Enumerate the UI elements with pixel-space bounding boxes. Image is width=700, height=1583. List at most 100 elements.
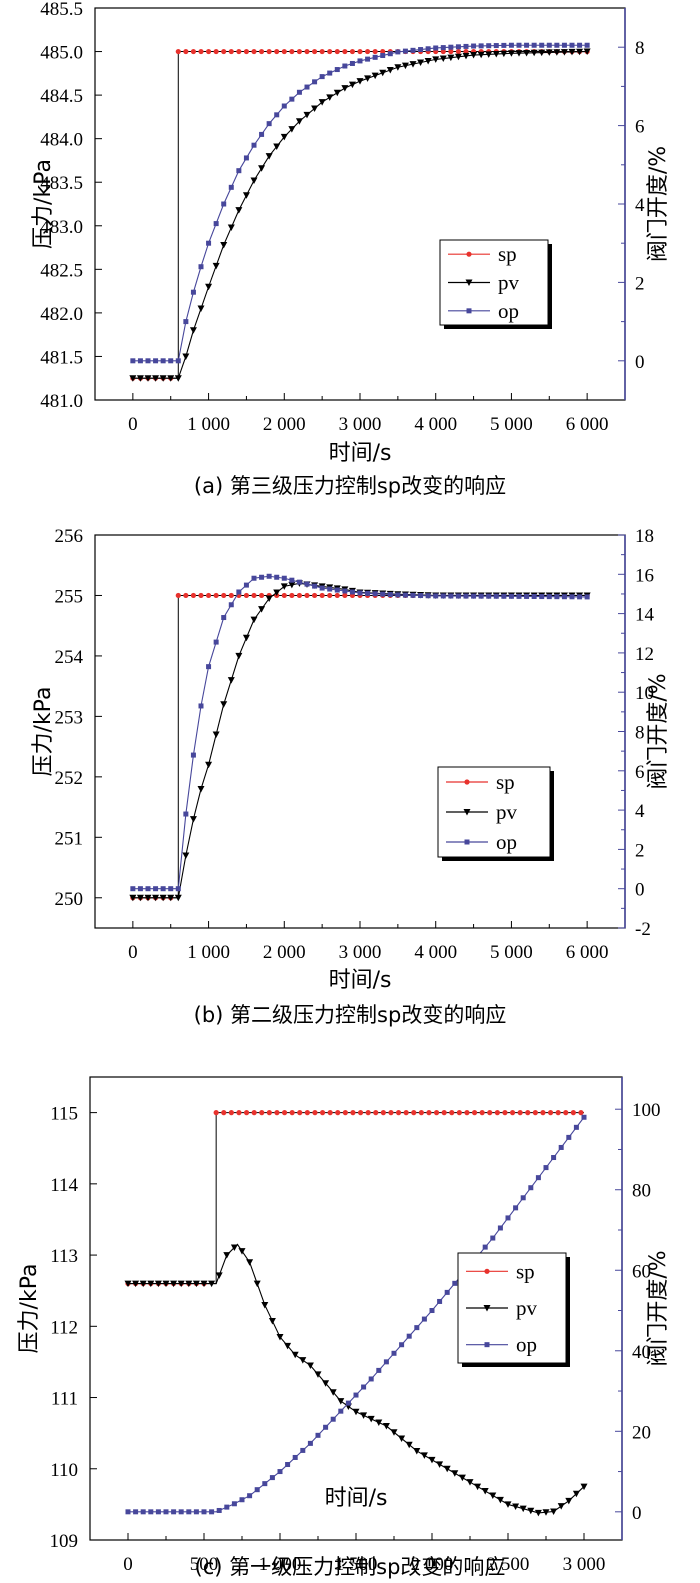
data-point [251, 575, 257, 581]
legend: sp pv op [437, 766, 554, 861]
data-point [224, 1504, 230, 1510]
series-op [130, 573, 590, 892]
data-point [159, 894, 167, 902]
data-point [175, 592, 181, 599]
legend-marker-sp [464, 779, 470, 785]
data-point [432, 56, 440, 63]
data-point [500, 50, 508, 58]
data-point [421, 1316, 427, 1322]
data-point [418, 593, 424, 599]
data-point [440, 45, 446, 51]
data-point [312, 583, 318, 589]
y-tick-label: 484.5 [40, 86, 83, 107]
data-point [220, 241, 228, 249]
data-point [466, 1479, 474, 1486]
data-point [420, 1452, 428, 1459]
data-point [153, 358, 159, 364]
y-tick-label: 252 [55, 768, 84, 789]
data-point [402, 592, 408, 598]
data-point [235, 652, 243, 660]
data-point [167, 375, 175, 382]
data-point [372, 54, 378, 60]
data-point [493, 43, 499, 49]
data-point [185, 1280, 193, 1288]
data-point [183, 592, 189, 599]
data-point [231, 1501, 237, 1507]
data-point [463, 48, 469, 55]
data-point [418, 1110, 424, 1116]
data-point [334, 48, 340, 55]
data-point [489, 1492, 497, 1499]
data-point [243, 1110, 250, 1116]
data-point [496, 1496, 504, 1504]
y-tick-label: 112 [50, 1317, 78, 1338]
data-point [487, 1110, 493, 1116]
data-point [242, 192, 250, 199]
y2-tick-label: 60 [632, 1261, 651, 1282]
data-point [409, 61, 417, 68]
y-tick-label: 251 [55, 828, 84, 849]
data-point [284, 1342, 292, 1350]
data-point [327, 1110, 333, 1116]
data-point [168, 358, 174, 364]
data-point [312, 1110, 318, 1116]
data-point [501, 593, 507, 599]
data-point [379, 69, 387, 77]
y2-tick-label: 40 [632, 1342, 651, 1363]
data-point [289, 96, 295, 102]
data-point [197, 305, 205, 313]
data-point [136, 375, 144, 382]
data-point [174, 375, 182, 382]
data-point [289, 48, 295, 55]
data-point [342, 588, 348, 594]
data-point [318, 99, 326, 106]
data-point [261, 1301, 269, 1309]
data-point [163, 1509, 169, 1515]
data-point [357, 48, 363, 55]
data-point [513, 1205, 519, 1211]
data-point [295, 118, 303, 125]
data-point [451, 1470, 459, 1477]
data-point [542, 1509, 550, 1516]
x-axis-label: 时间/s [329, 441, 392, 466]
data-point [402, 48, 408, 54]
y-tick-label: 254 [55, 647, 84, 668]
legend-marker-pv [465, 279, 473, 286]
data-point [365, 56, 371, 62]
data-point [584, 594, 590, 600]
data-point [236, 168, 242, 174]
data-point [525, 1110, 531, 1116]
data-point [543, 1165, 549, 1171]
data-point [535, 1175, 541, 1181]
x-tick-label: 3 000 [339, 414, 382, 435]
y2-tick-label: 18 [635, 526, 654, 547]
data-point [411, 1110, 417, 1116]
data-point [304, 1110, 310, 1116]
data-point [304, 84, 310, 90]
data-point [327, 592, 333, 599]
data-point [206, 664, 212, 670]
data-point [235, 207, 243, 214]
data-point [277, 1469, 283, 1475]
data-point [395, 592, 401, 598]
data-point [558, 1144, 564, 1150]
data-point [274, 48, 280, 55]
data-point [314, 1371, 322, 1378]
y-tick-label: 255 [55, 586, 84, 607]
data-point [296, 89, 302, 95]
data-point [197, 785, 205, 793]
data-point [296, 48, 303, 55]
data-point [262, 1481, 268, 1487]
data-point [569, 42, 575, 48]
data-point [440, 48, 446, 55]
y-axis-label: 压力/kPa [17, 1264, 42, 1354]
data-point [223, 1252, 231, 1259]
data-point [512, 1503, 520, 1511]
data-point [390, 1429, 398, 1436]
data-point [561, 42, 567, 48]
data-point [205, 283, 213, 291]
x-tick-label: 5 000 [490, 414, 533, 435]
data-point [524, 42, 530, 48]
data-point [253, 1280, 261, 1288]
y-tick-label: 485.5 [40, 0, 83, 20]
